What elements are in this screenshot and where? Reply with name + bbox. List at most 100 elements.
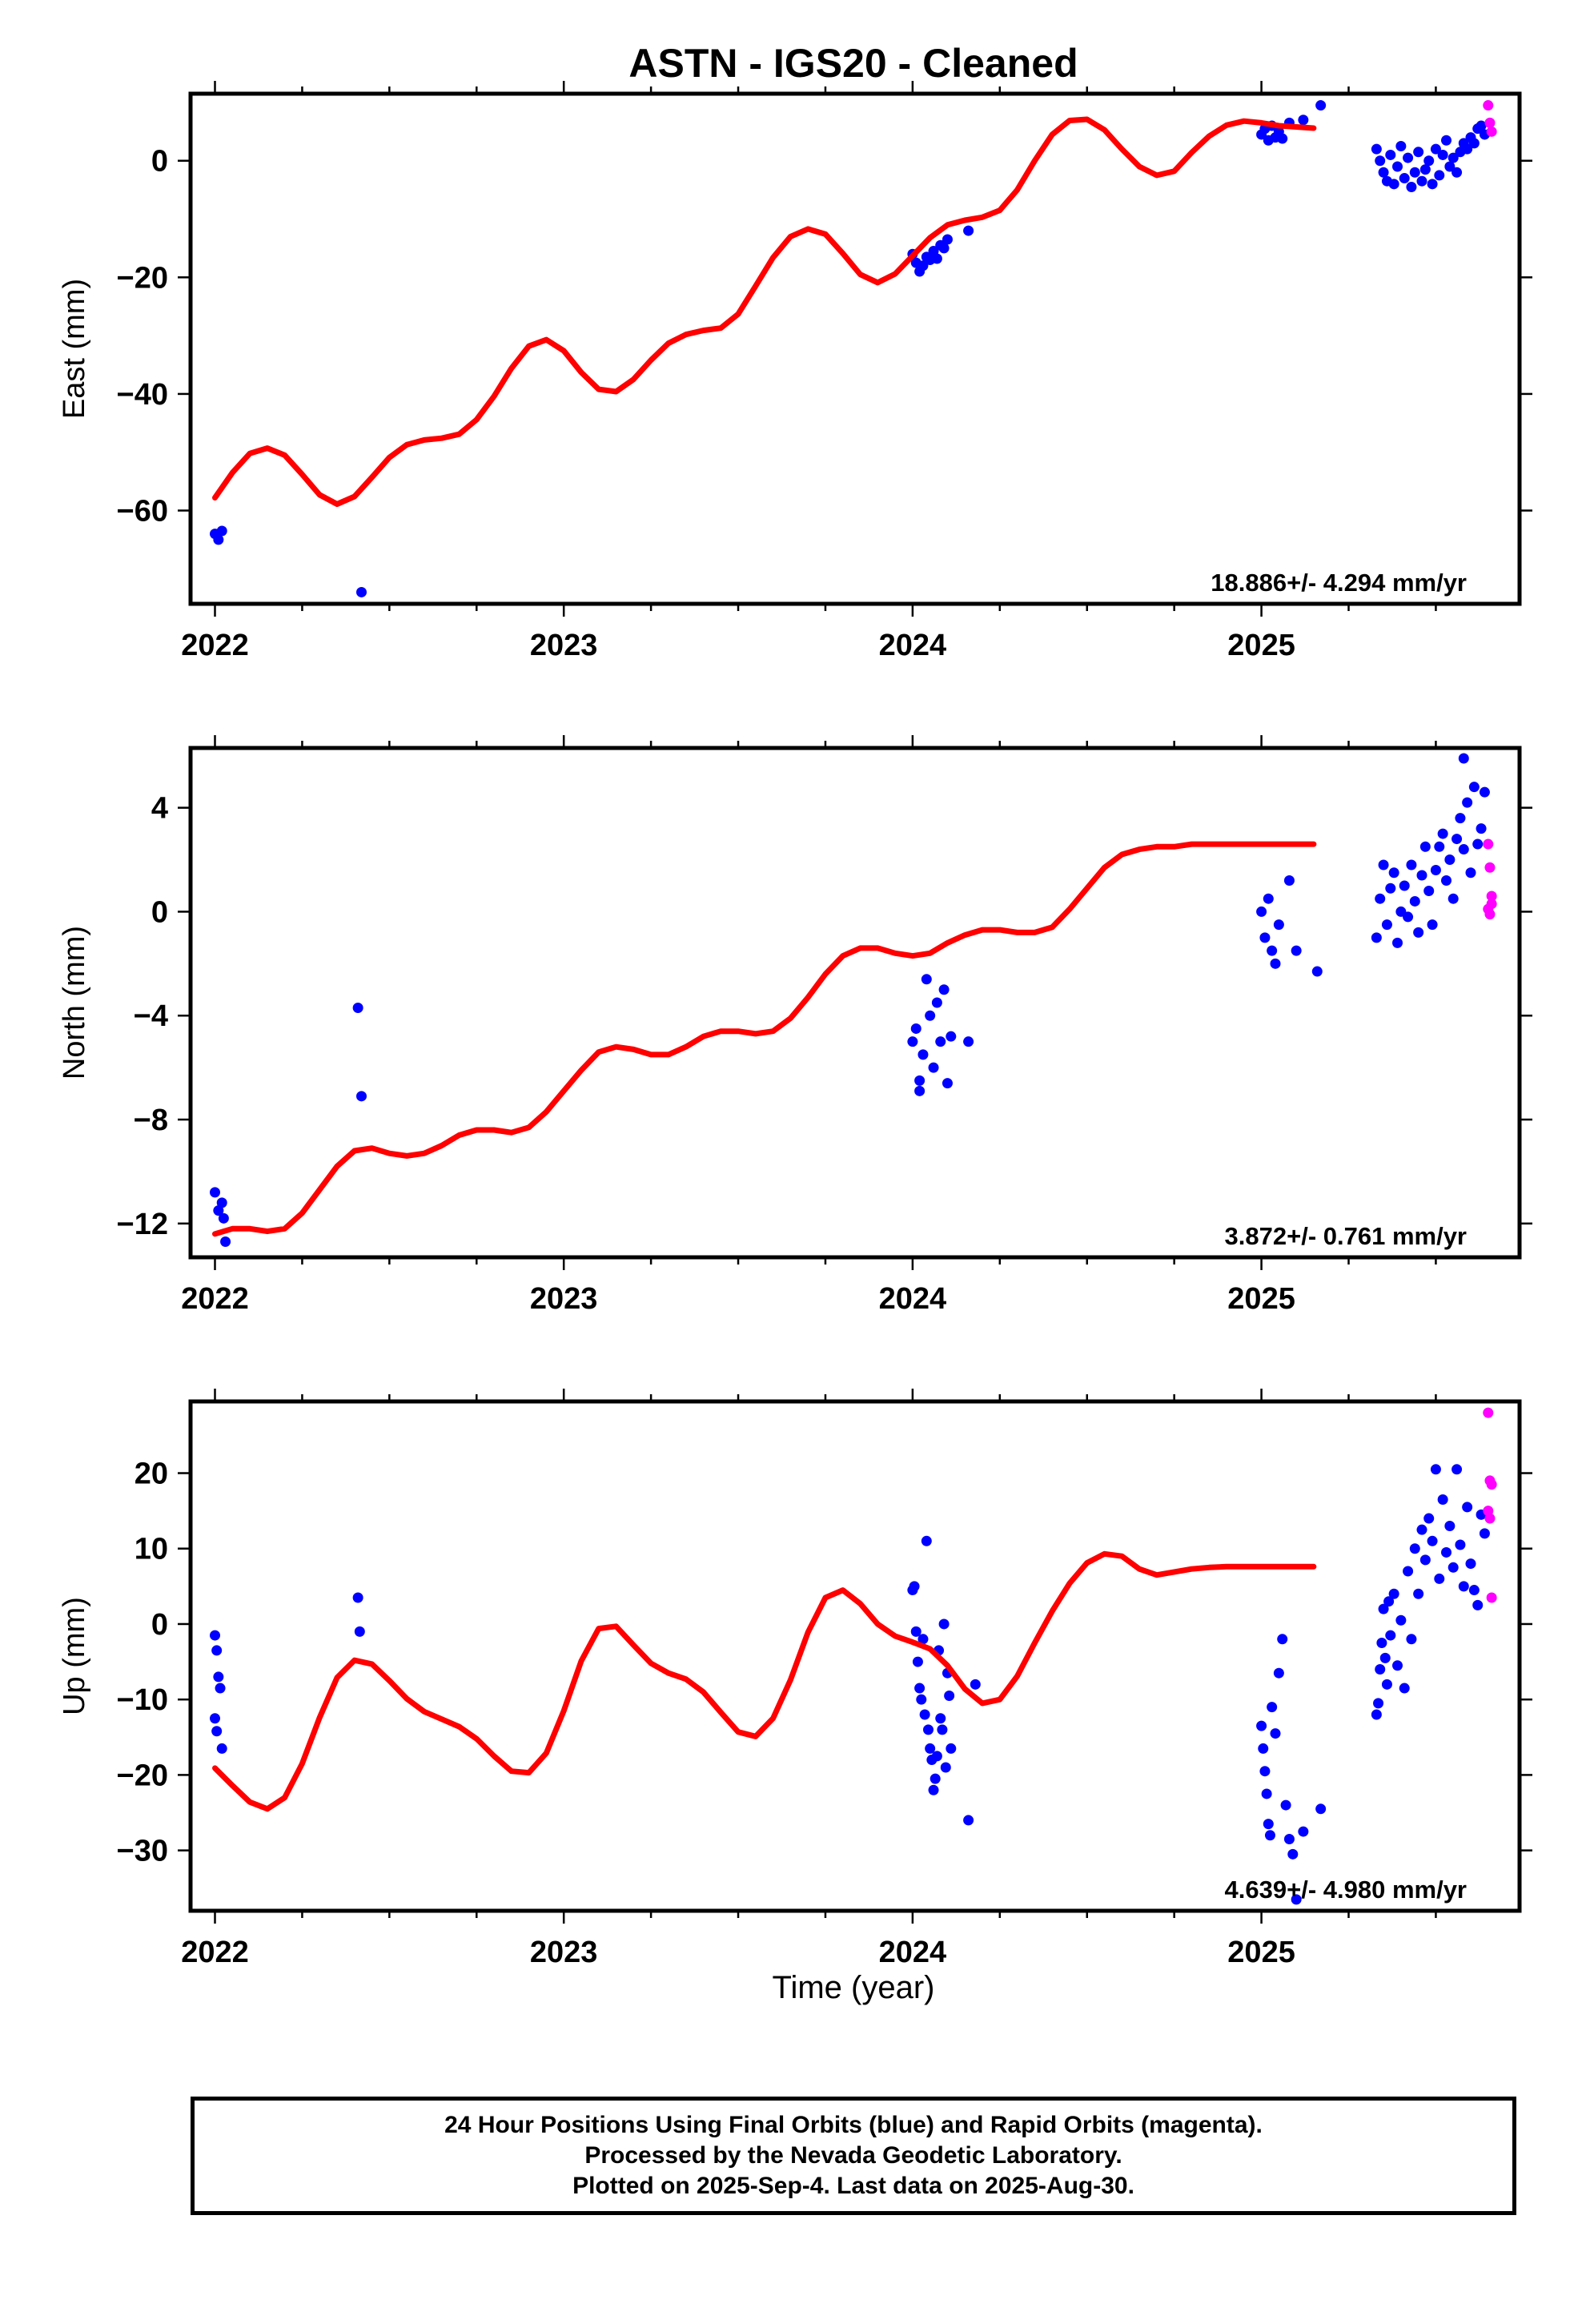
final-orbit-point [1416,870,1427,881]
y-tick-label: 0 [151,145,168,179]
velocity-rate-label: 18.886+/- 4.294 mm/yr [1211,569,1467,597]
final-orbit-point [1413,147,1424,158]
x-tick-label: 2022 [181,1282,249,1316]
final-orbit-point [1476,823,1487,834]
final-orbit-point [352,1002,363,1013]
final-orbit-point [1263,893,1274,904]
final-orbit-point [1458,1581,1469,1592]
final-orbit-point [1462,797,1473,808]
final-orbit-point [209,1630,220,1641]
final-orbit-point [1280,1799,1291,1811]
final-orbit-point [1385,1630,1396,1641]
final-orbit-point [211,1645,223,1656]
final-orbit-point [1419,841,1431,852]
caption-line-processor: Processed by the Nevada Geodetic Laborat… [584,2142,1122,2169]
x-tick-label: 2024 [879,629,947,662]
final-orbit-point [1376,1638,1387,1649]
final-orbit-point [1259,932,1271,943]
final-orbit-point [1419,1554,1431,1566]
final-orbit-point [1267,945,1278,956]
final-orbit-point [1465,867,1476,879]
x-tick-label: 2022 [181,629,249,662]
y-tick-label: −30 [117,1835,168,1868]
final-orbit-point [914,1085,926,1096]
final-orbit-point [1434,170,1445,181]
panel-frame [188,1399,1522,1913]
final-orbit-point [1479,786,1490,798]
final-orbit-point [907,1036,918,1047]
final-orbit-point [909,1581,920,1592]
final-orbit-point [1267,1702,1278,1713]
panel-frame [188,91,1522,606]
final-orbit-point [931,253,942,264]
final-orbit-point [1375,155,1386,167]
final-orbit-point [940,1762,951,1773]
final-orbit-point [917,1634,929,1645]
final-orbit-point [1273,1667,1284,1679]
final-orbit-point [213,534,224,545]
final-orbit-point [1476,120,1487,131]
y-tick-label: −10 [117,1683,168,1717]
x-tick-label: 2025 [1227,1282,1295,1316]
final-orbit-point [1388,179,1399,190]
final-orbit-point [1416,1524,1427,1535]
final-orbit-point [1447,152,1459,163]
velocity-rate-label: 3.872+/- 0.761 mm/yr [1225,1222,1467,1250]
final-orbit-point [1399,173,1410,184]
final-orbit-point [910,1023,921,1034]
panel-data [209,753,1497,1248]
final-orbit-point [917,1049,929,1060]
final-orbit-point [1419,164,1431,175]
final-orbit-point [1423,155,1435,167]
final-orbit-point [1315,100,1327,111]
final-orbit-point [1378,859,1389,870]
final-orbit-point [963,1815,974,1826]
rapid-orbit-point [1484,909,1496,920]
final-orbit-point [1378,167,1389,178]
final-orbit-point [1427,919,1438,931]
final-orbit-point [216,1197,227,1208]
final-orbit-point [1263,1819,1274,1830]
y-tick-label: 0 [151,1608,168,1642]
final-orbit-point [946,1031,957,1042]
final-orbit-point [1270,958,1281,969]
final-orbit-point [942,234,953,245]
y-tick-label: −20 [117,261,168,295]
y-tick-label: 0 [151,895,168,929]
final-orbit-point [1437,149,1448,160]
final-orbit-point [910,1626,921,1637]
x-tick-label: 2022 [181,1936,249,1969]
final-orbit-point [1399,1683,1410,1694]
final-orbit-point [1371,932,1382,943]
y-axis-label: East (mm) [58,279,91,419]
final-orbit-point [925,1010,936,1021]
final-orbit-point [1270,1728,1281,1739]
final-orbit-point [1406,859,1417,870]
model-fit-line [212,1550,1317,1812]
final-orbit-point [916,1694,927,1705]
final-orbit-point [1395,141,1407,152]
y-tick-label: −12 [117,1208,168,1241]
panel-2: 2022 2023 2024 2025 4 0 −4 −8 −12 North (mm) 3.872… [58,735,1532,1316]
final-orbit-point [1315,1803,1327,1815]
y-tick-label: −8 [134,1104,168,1137]
final-orbit-point [1423,1513,1435,1524]
rapid-orbit-point [1483,1407,1494,1418]
final-orbit-point [1392,937,1403,948]
final-orbit-point [1371,1709,1382,1720]
final-orbit-point [917,260,929,271]
final-orbit-point [1447,893,1459,904]
final-orbit-point [1291,945,1302,956]
final-orbit-point [1277,1634,1288,1645]
final-orbit-point [1256,1720,1267,1731]
final-orbit-point [1403,152,1414,163]
final-orbit-point [1287,1848,1299,1860]
final-orbit-point [1373,1698,1384,1709]
final-orbit-point [1468,782,1480,793]
final-orbit-point [1437,1494,1448,1505]
final-orbit-point [354,1626,365,1637]
final-orbit-point [1392,161,1403,172]
final-orbit-point [1298,115,1309,126]
y-axis-label: North (mm) [58,926,91,1080]
